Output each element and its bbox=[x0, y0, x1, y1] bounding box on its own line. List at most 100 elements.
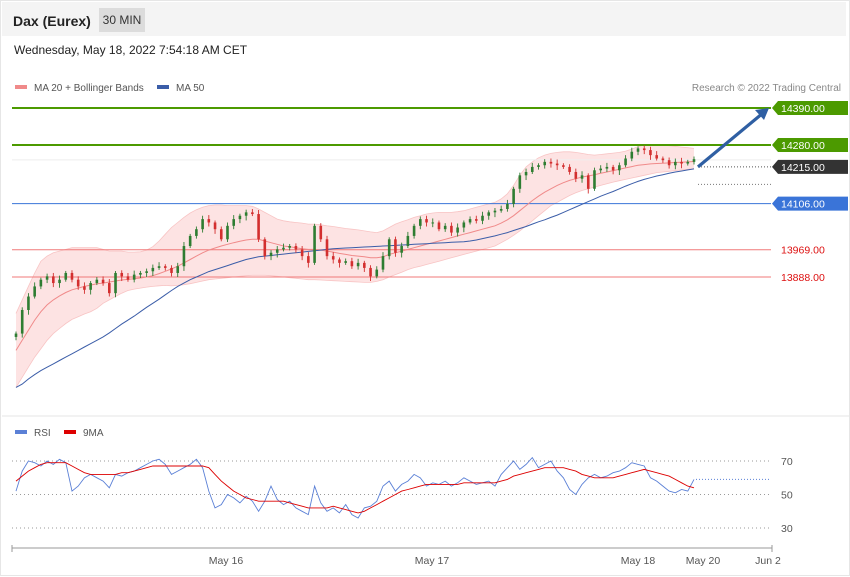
candle bbox=[562, 163, 565, 169]
candle-body bbox=[39, 279, 43, 287]
candle-body bbox=[456, 227, 459, 233]
candle-body bbox=[618, 165, 621, 171]
candle bbox=[363, 260, 366, 272]
candle bbox=[412, 223, 416, 239]
candle-body bbox=[157, 266, 161, 268]
candle-body bbox=[195, 229, 198, 236]
candle bbox=[692, 156, 696, 165]
timeframe-button[interactable]: 30 MIN bbox=[99, 8, 145, 32]
candle bbox=[481, 211, 484, 225]
candle-body bbox=[219, 229, 223, 240]
candle bbox=[580, 171, 584, 183]
candle-body bbox=[474, 219, 478, 221]
candle bbox=[219, 226, 223, 242]
candle bbox=[493, 207, 497, 218]
candle bbox=[574, 168, 578, 183]
candle bbox=[568, 164, 571, 175]
candle-body bbox=[294, 246, 298, 250]
candle-body bbox=[493, 210, 497, 213]
support-level-label: 13969.00 bbox=[781, 245, 825, 257]
candle-body bbox=[207, 219, 211, 223]
resistance-level-tag bbox=[772, 101, 848, 115]
x-axis-tick-label: May 17 bbox=[415, 555, 450, 567]
candle bbox=[263, 237, 267, 260]
candle-body bbox=[151, 267, 155, 272]
candle bbox=[555, 159, 559, 170]
candle-body bbox=[27, 296, 30, 310]
candle-body bbox=[288, 246, 291, 248]
candle bbox=[182, 241, 186, 271]
bollinger-lower-line bbox=[15, 168, 695, 388]
candle bbox=[294, 243, 298, 253]
candle-body bbox=[313, 225, 316, 263]
candle bbox=[307, 252, 310, 268]
candle-body bbox=[108, 283, 111, 294]
last-price-label: 14215.00 bbox=[781, 162, 825, 174]
candle bbox=[661, 156, 665, 163]
candle-body bbox=[70, 272, 74, 280]
candle bbox=[624, 155, 627, 168]
candle bbox=[549, 158, 553, 168]
candle-body bbox=[419, 219, 422, 226]
target-arrowhead bbox=[755, 108, 769, 120]
candle-body bbox=[232, 219, 236, 226]
candle bbox=[195, 226, 198, 239]
resistance-level-label: 14280.00 bbox=[781, 140, 825, 152]
candle-body bbox=[381, 256, 385, 270]
candle-body bbox=[543, 161, 547, 166]
candle-body bbox=[226, 225, 229, 240]
candle-body bbox=[58, 279, 61, 284]
candle bbox=[226, 222, 229, 242]
candle bbox=[132, 270, 136, 283]
candle-body bbox=[213, 222, 217, 230]
candle-body bbox=[325, 239, 329, 257]
candle bbox=[350, 257, 354, 269]
candle-body bbox=[176, 266, 180, 273]
candle bbox=[313, 223, 316, 265]
candle-body bbox=[188, 235, 192, 247]
candlestick-layer bbox=[14, 145, 696, 341]
candle-body bbox=[680, 161, 683, 164]
candle bbox=[487, 210, 491, 220]
candle bbox=[269, 250, 273, 261]
candle bbox=[537, 163, 540, 170]
rsi-ma9-line bbox=[15, 462, 695, 514]
price-level-layer bbox=[12, 107, 771, 278]
candle bbox=[282, 243, 285, 252]
candle-body bbox=[394, 239, 397, 253]
candle bbox=[425, 215, 428, 227]
candle bbox=[499, 205, 503, 213]
candle bbox=[524, 168, 528, 181]
ma50-legend-label: MA 50 bbox=[176, 83, 205, 94]
candle bbox=[207, 215, 211, 227]
ma9-legend-label: 9MA bbox=[83, 428, 104, 439]
candle bbox=[375, 266, 379, 279]
candle-body bbox=[624, 158, 627, 166]
candle-body bbox=[387, 239, 391, 257]
candle-body bbox=[636, 148, 640, 152]
ma50-legend-swatch bbox=[157, 85, 169, 89]
x-axis-tick-label: May 16 bbox=[209, 555, 244, 567]
candle bbox=[120, 270, 124, 282]
candle-body bbox=[282, 247, 285, 250]
candle bbox=[593, 167, 596, 191]
candle bbox=[474, 215, 478, 224]
candle-body bbox=[574, 171, 578, 179]
candle bbox=[64, 270, 68, 282]
candle bbox=[58, 275, 61, 288]
candle-body bbox=[95, 279, 99, 284]
candle-body bbox=[182, 246, 186, 267]
candle bbox=[605, 162, 609, 172]
candle-body bbox=[338, 259, 341, 263]
candle-body bbox=[344, 261, 347, 263]
candle bbox=[586, 173, 590, 194]
ma9-legend-swatch bbox=[64, 430, 76, 434]
x-axis-tick-label: May 18 bbox=[621, 555, 656, 567]
candle bbox=[394, 236, 397, 257]
candle bbox=[462, 220, 466, 233]
candle bbox=[188, 233, 192, 249]
candle-body bbox=[170, 267, 173, 273]
ma20-legend-swatch bbox=[15, 85, 27, 89]
candle-body bbox=[512, 188, 515, 204]
candle-body bbox=[126, 276, 130, 280]
